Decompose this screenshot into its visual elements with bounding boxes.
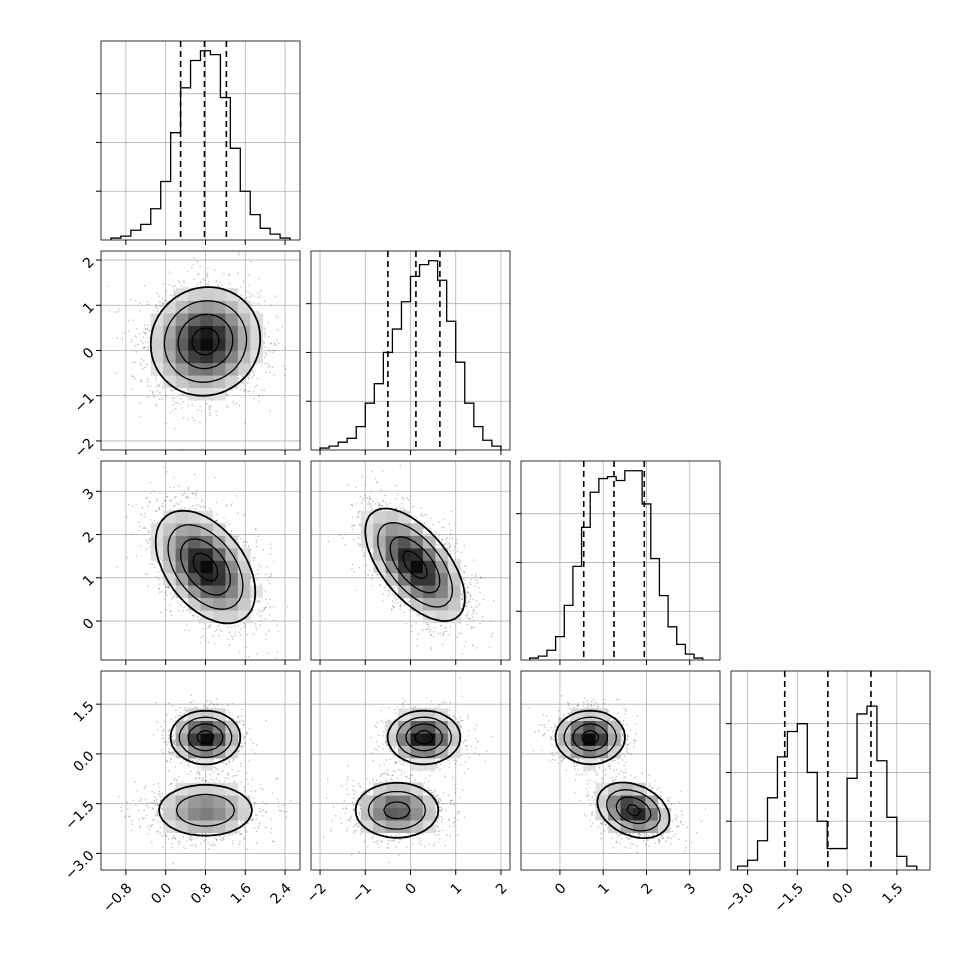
ytick-label-2-1: 1 <box>80 572 98 590</box>
xtick-label-1-3: 1 <box>448 880 466 898</box>
ytick-label-1-3: 1 <box>80 300 98 318</box>
ytick-label-1-1: −1 <box>72 390 98 416</box>
contour-3-2-2 <box>563 716 661 832</box>
xtick-label-3-2: 0.0 <box>830 880 857 907</box>
ytick-label-2-2: 2 <box>80 529 98 547</box>
panel-frame-2-2 <box>520 460 721 661</box>
contour-3-0-0 <box>196 729 215 745</box>
density-3-1 <box>360 708 461 833</box>
contour-3-1-3 <box>354 709 462 839</box>
contours-3-2 <box>554 709 671 839</box>
contours-1-0 <box>149 286 262 397</box>
contour-3-0-1 <box>187 723 224 752</box>
contour-2-0-1 <box>179 538 232 596</box>
contour-3-0-3 <box>158 709 253 837</box>
ytick-label-3-0: −3.0 <box>62 848 97 883</box>
histogram-panel-3 <box>726 670 931 871</box>
xtick-label-0-2: 0.8 <box>188 880 215 907</box>
contours-3-0 <box>158 709 253 837</box>
contour-1-0-1 <box>177 313 234 370</box>
contour-3-1-2 <box>367 716 452 830</box>
xtick-label-0-1: 0.0 <box>148 880 175 907</box>
contours-3-1 <box>354 709 462 839</box>
panel-frame-0-0 <box>100 40 301 241</box>
xtick-label-2-1: 1 <box>595 880 613 898</box>
contour-2-1-1 <box>389 536 441 594</box>
xtick-label-3-1: −1.5 <box>772 880 807 915</box>
xtick-label-2-3: 3 <box>682 880 700 898</box>
panel-frame-2-0 <box>100 460 301 661</box>
contour-1-0-3 <box>149 286 262 397</box>
contour-3-1-0 <box>414 729 434 745</box>
scatter-panel-2-1 <box>310 460 511 661</box>
histogram-panel-0 <box>96 40 301 241</box>
ytick-label-3-2: 0.0 <box>71 748 98 775</box>
ytick-label-3-1: −1.5 <box>62 798 97 833</box>
contour-3-2-0 <box>581 729 642 817</box>
contour-3-1-1 <box>383 723 443 820</box>
contour-3-2-1 <box>572 723 652 825</box>
scatter-panel-1-0 <box>100 250 301 451</box>
xtick-label-1-4: 2 <box>493 880 511 898</box>
xtick-label-3-0: −3.0 <box>722 880 757 915</box>
ytick-label-1-0: −2 <box>72 435 98 461</box>
hist-0-steps <box>110 50 291 240</box>
contour-2-0-0 <box>192 552 219 582</box>
contour-2-1-0 <box>402 550 428 580</box>
panel-frame-3-0 <box>100 670 301 871</box>
ytick-label-2-0: 0 <box>80 615 98 633</box>
contours-2-1 <box>364 507 466 622</box>
xtick-label-1-1: −1 <box>349 880 375 906</box>
panel-frame-3-2 <box>520 670 721 871</box>
contour-2-1-2 <box>377 522 454 608</box>
scatter-panel-3-1 <box>310 670 511 871</box>
histogram-panel-1 <box>306 250 511 451</box>
xtick-label-1-0: −2 <box>304 880 330 906</box>
xtick-label-0-3: 1.6 <box>228 880 255 907</box>
xtick-label-2-0: 0 <box>552 880 570 898</box>
xtick-label-0-0: −0.8 <box>100 880 135 915</box>
scatter-panel-3-2 <box>520 670 721 871</box>
xtick-label-1-2: 0 <box>403 880 421 898</box>
hist-1-steps <box>319 260 502 450</box>
contour-2-0-2 <box>167 524 244 610</box>
histogram-panel-2 <box>516 460 721 661</box>
contour-2-1-3 <box>364 507 466 622</box>
xtick-label-2-2: 2 <box>638 880 656 898</box>
ytick-label-1-4: 2 <box>80 254 98 272</box>
contour-3-0-2 <box>175 716 236 827</box>
scatter-panel-2-0 <box>100 460 301 661</box>
contour-1-0-0 <box>191 327 220 356</box>
scatter-panel-3-0 <box>100 670 301 871</box>
contour-1-0-2 <box>163 300 248 383</box>
samples-3-1 <box>322 676 493 864</box>
density-2-0 <box>150 510 263 623</box>
xtick-label-3-3: 1.5 <box>879 880 906 907</box>
ytick-label-3-3: 1.5 <box>71 699 98 726</box>
ytick-label-2-3: 3 <box>80 486 98 504</box>
contour-2-0-3 <box>154 509 257 625</box>
contour-3-2-3 <box>554 709 671 839</box>
panel-frame-3-3 <box>730 670 931 871</box>
contours-2-0 <box>154 509 257 625</box>
ytick-label-1-2: 0 <box>80 345 98 363</box>
hist-2-steps <box>529 470 704 660</box>
xtick-label-0-4: 2.4 <box>268 880 295 907</box>
